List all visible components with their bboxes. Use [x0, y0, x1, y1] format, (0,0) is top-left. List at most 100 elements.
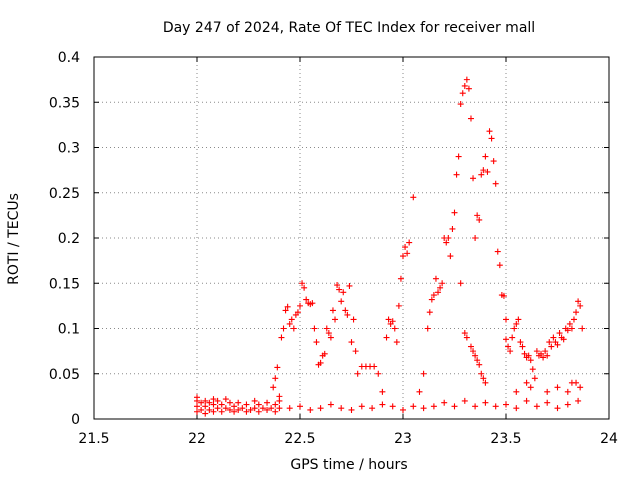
- data-point: [303, 296, 310, 303]
- data-point: [222, 405, 229, 412]
- data-point: [472, 235, 479, 241]
- data-point: [517, 339, 524, 346]
- data-point: [210, 396, 217, 403]
- data-point: [560, 336, 567, 343]
- data-point: [513, 405, 520, 412]
- y-tick-label: 0.35: [49, 95, 80, 111]
- data-point: [435, 289, 442, 296]
- data-points: [194, 76, 586, 417]
- data-point: [288, 316, 295, 323]
- data-point: [272, 375, 279, 382]
- data-point: [509, 334, 516, 341]
- data-point: [484, 168, 491, 175]
- data-point: [451, 403, 458, 410]
- x-tick-label: 21.5: [78, 431, 109, 447]
- data-point: [453, 171, 460, 178]
- data-point: [352, 348, 359, 355]
- data-point: [437, 284, 444, 291]
- data-point: [198, 406, 205, 413]
- data-point: [467, 343, 474, 350]
- data-point: [218, 401, 225, 408]
- y-tick-label: 0.2: [58, 231, 80, 247]
- data-point: [420, 370, 427, 377]
- x-tick-label: 23.5: [490, 431, 521, 447]
- data-point: [538, 350, 545, 357]
- data-point: [259, 405, 266, 412]
- x-tick-label: 22: [188, 431, 206, 447]
- data-point: [511, 325, 518, 332]
- data-point: [251, 397, 258, 404]
- data-point: [566, 320, 573, 327]
- data-point: [286, 320, 293, 327]
- data-point: [472, 352, 479, 359]
- data-point: [309, 300, 316, 307]
- data-point: [482, 379, 489, 386]
- data-point: [463, 334, 470, 341]
- data-point: [194, 408, 200, 415]
- data-point: [274, 364, 281, 371]
- data-point: [546, 339, 553, 346]
- data-point: [202, 403, 209, 410]
- data-point: [474, 357, 481, 364]
- data-point: [503, 401, 509, 408]
- data-point: [327, 401, 334, 408]
- data-point: [338, 298, 345, 305]
- data-point: [379, 401, 386, 408]
- data-point: [206, 399, 213, 406]
- data-point: [472, 403, 479, 410]
- data-point: [402, 244, 409, 251]
- plot-frame: [93, 56, 610, 420]
- data-point: [194, 403, 200, 410]
- data-point: [311, 325, 318, 332]
- data-point: [348, 339, 355, 346]
- data-point: [430, 403, 437, 410]
- data-point: [420, 405, 427, 412]
- data-point: [527, 384, 534, 391]
- data-point: [276, 393, 283, 400]
- data-point: [503, 316, 509, 323]
- data-point: [327, 334, 334, 341]
- data-point: [544, 352, 551, 359]
- data-point: [459, 90, 466, 97]
- data-point: [455, 153, 462, 160]
- data-point: [503, 336, 509, 343]
- data-point: [470, 175, 477, 182]
- data-point: [525, 352, 532, 359]
- data-point: [478, 370, 485, 377]
- data-point: [513, 388, 520, 395]
- y-tick-label: 0: [71, 412, 80, 428]
- data-point: [519, 343, 526, 350]
- data-point: [527, 357, 534, 364]
- data-point: [247, 406, 254, 413]
- data-point: [210, 408, 217, 415]
- data-point: [202, 410, 209, 417]
- data-point: [334, 282, 341, 289]
- data-point: [482, 399, 489, 406]
- data-point: [321, 350, 328, 357]
- data-point: [385, 316, 392, 323]
- data-point: [529, 366, 536, 373]
- data-point: [272, 408, 279, 415]
- data-point: [198, 399, 205, 406]
- data-point: [222, 396, 229, 403]
- data-point: [348, 406, 355, 413]
- data-point: [397, 275, 404, 282]
- data-point: [369, 405, 376, 412]
- y-tick-label: 0.4: [58, 50, 80, 66]
- data-point: [548, 343, 555, 350]
- data-point: [474, 212, 481, 219]
- x-axis-ticks: 21.5 22 22.5 23 23.5 24: [78, 57, 618, 447]
- data-point: [371, 363, 378, 370]
- y-tick-label: 0.25: [49, 186, 80, 202]
- data-point: [264, 399, 271, 406]
- data-point: [395, 302, 402, 309]
- data-point: [505, 343, 512, 350]
- data-point: [243, 408, 250, 415]
- data-point: [400, 406, 406, 413]
- y-tick-label: 0.05: [49, 367, 80, 383]
- data-point: [226, 399, 233, 406]
- data-point: [231, 403, 238, 410]
- data-point: [492, 180, 499, 187]
- data-point: [439, 280, 446, 287]
- data-point: [554, 384, 561, 391]
